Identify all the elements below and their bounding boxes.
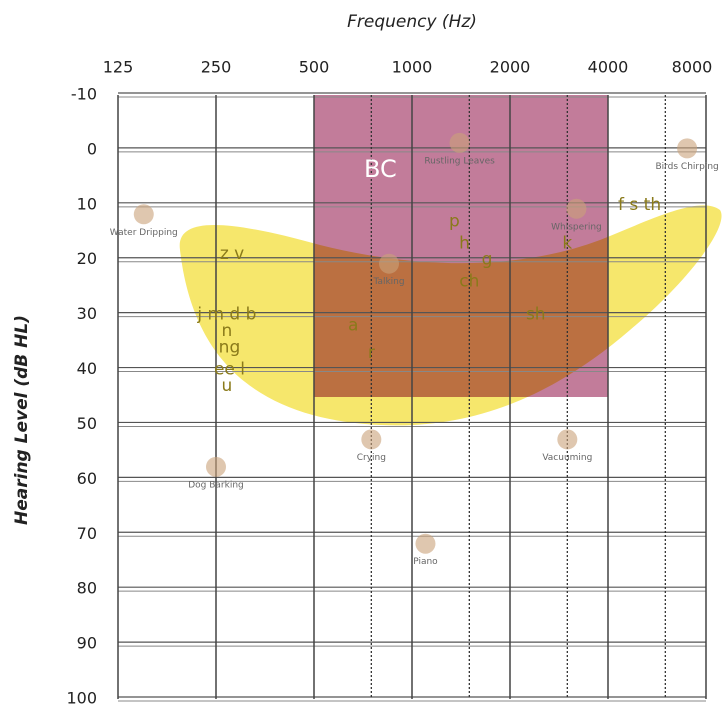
region-label: BC (364, 155, 397, 183)
speech-sound: ng (219, 338, 241, 358)
y-tick-label: 70 (77, 524, 97, 543)
speech-sound: f s th (618, 195, 661, 215)
environment-label: Dog Barking (188, 480, 244, 490)
x-tick-label: 2000 (490, 58, 531, 77)
grid (117, 92, 707, 702)
y-tick-label: 30 (77, 304, 97, 323)
environment-label: Rustling Leaves (424, 156, 495, 166)
sound-icon (415, 533, 436, 554)
x-tick-label: 250 (201, 58, 232, 77)
speech-banana (179, 205, 722, 426)
speech-sound: h (459, 233, 470, 253)
y-tick-label: 60 (77, 469, 97, 488)
environment-label: Vacuuming (542, 453, 592, 463)
speech-sound: z v (220, 244, 244, 264)
x-tick-label: 1000 (392, 58, 433, 77)
speech-sound: k (562, 233, 572, 253)
x-tick-label: 4000 (588, 58, 629, 77)
y-tick-label: 10 (77, 194, 97, 213)
sound-icon (557, 429, 578, 450)
sound-icon (133, 204, 154, 225)
environment-label: Crying (357, 453, 386, 463)
y-axis-label: Hearing Level (dB HL) (12, 315, 32, 525)
y-tick-label: 80 (77, 579, 97, 598)
y-tick-label: 100 (66, 689, 97, 708)
sound-icon (361, 429, 382, 450)
speech-sound: p (449, 211, 460, 231)
y-tick-label: 0 (87, 139, 97, 158)
environment-label: Whispering (551, 222, 602, 232)
environment-label: Birds Chirping (655, 162, 718, 172)
labels: BC -10 0 10 20 30 40 50 60 70 80 90 100 125 250 500 1000… (66, 58, 718, 708)
environment-label: Water Dripping (110, 228, 178, 238)
y-tick-label: 40 (77, 359, 97, 378)
speech-sound: sh (526, 305, 546, 325)
sound-icon (677, 138, 698, 159)
speech-sound: j m d b (196, 305, 256, 325)
y-tick-label: -10 (71, 85, 97, 104)
speech-sound: u (221, 376, 232, 396)
x-tick-label: 125 (103, 58, 134, 77)
sound-icon (449, 132, 470, 153)
sound-icon (206, 456, 226, 477)
y-tick-label: 90 (77, 634, 97, 653)
y-tick-label: 20 (77, 249, 97, 268)
speech-sound: r (368, 343, 375, 363)
speech-sound: ch (459, 272, 479, 292)
speech-sound: ee l (214, 360, 245, 380)
environment-label: Piano (413, 557, 438, 567)
y-tick-label: 50 (77, 414, 97, 433)
x-tick-label: 500 (299, 58, 330, 77)
x-tick-label: 8000 (672, 58, 713, 77)
speech-sound: g (482, 250, 493, 270)
speech-sound: a (348, 316, 358, 336)
sound-icon (566, 198, 587, 219)
sound-icon (379, 253, 400, 274)
environment-label: Talking (372, 277, 404, 287)
chart-title: Frequency (Hz) (347, 12, 477, 32)
speech-sound: n (221, 321, 232, 341)
